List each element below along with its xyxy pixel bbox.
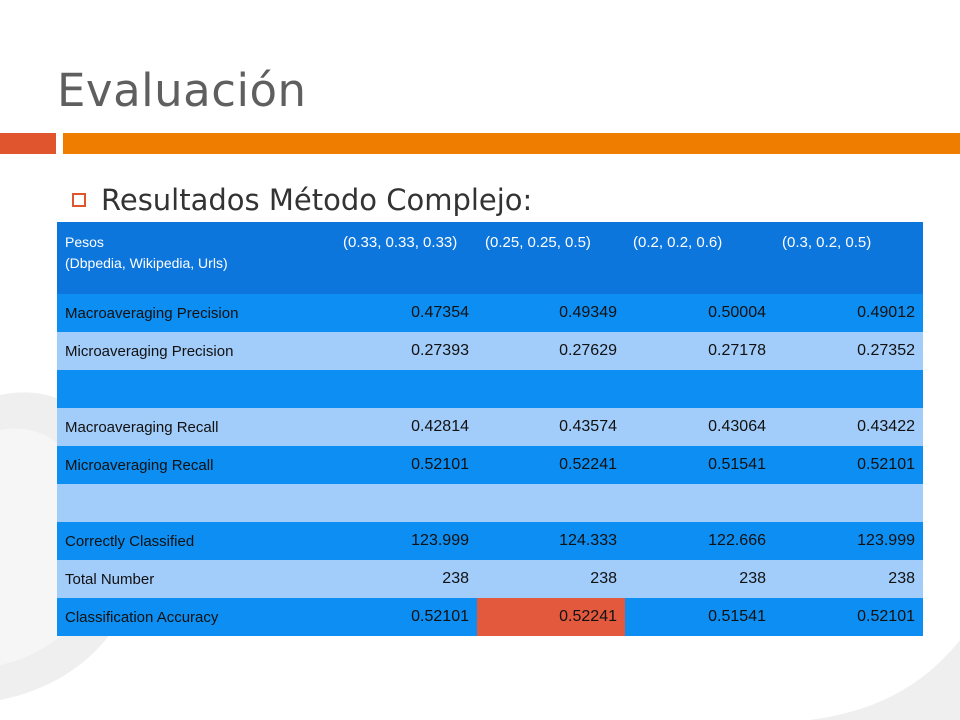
table-row: Microaveraging Precision 0.27393 0.27629…	[57, 332, 923, 370]
table-cell	[335, 484, 477, 522]
table-header-row: Pesos (Dbpedia, Wikipedia, Urls) (0.33, …	[57, 222, 923, 294]
table-cell: 0.49349	[477, 294, 625, 332]
table-cell	[335, 370, 477, 408]
table-cell	[477, 484, 625, 522]
header-weights-title: Pesos	[65, 234, 104, 250]
table-cell: 238	[477, 560, 625, 598]
highlighted-cell: 0.52241	[477, 598, 625, 636]
table-cell: 238	[774, 560, 923, 598]
table-cell: 0.49012	[774, 294, 923, 332]
table-cell	[774, 370, 923, 408]
table-cell	[477, 370, 625, 408]
table-cell: 0.51541	[625, 598, 774, 636]
table-cell: 0.27629	[477, 332, 625, 370]
table-row: Microaveraging Recall 0.52101 0.52241 0.…	[57, 446, 923, 484]
accent-bar-orange	[63, 133, 960, 154]
table-row-empty	[57, 484, 923, 522]
table-cell: 0.52101	[335, 598, 477, 636]
header-weights-sources: (Dbpedia, Wikipedia, Urls)	[65, 255, 228, 271]
table-cell: 238	[625, 560, 774, 598]
header-column: (0.33, 0.33, 0.33)	[335, 222, 477, 294]
table-row: Total Number 238 238 238 238	[57, 560, 923, 598]
table-cell: 0.43574	[477, 408, 625, 446]
bullet-text: Resultados Método Complejo:	[101, 183, 533, 217]
table-cell: 0.43064	[625, 408, 774, 446]
row-label	[57, 484, 335, 522]
table-cell: 0.50004	[625, 294, 774, 332]
bullet-item: Resultados Método Complejo:	[72, 178, 532, 222]
table-cell: 0.47354	[335, 294, 477, 332]
table-cell: 0.27178	[625, 332, 774, 370]
results-table: Pesos (Dbpedia, Wikipedia, Urls) (0.33, …	[57, 222, 923, 636]
row-label	[57, 370, 335, 408]
table-cell	[625, 484, 774, 522]
table-cell: 0.27352	[774, 332, 923, 370]
table-row: Classification Accuracy 0.52101 0.52241 …	[57, 598, 923, 636]
table-row: Correctly Classified 123.999 124.333 122…	[57, 522, 923, 560]
table-row: Macroaveraging Precision 0.47354 0.49349…	[57, 294, 923, 332]
table-cell: 238	[335, 560, 477, 598]
table-cell: 0.27393	[335, 332, 477, 370]
header-column: (0.2, 0.2, 0.6)	[625, 222, 774, 294]
table-cell: 0.52101	[774, 446, 923, 484]
table-row-empty	[57, 370, 923, 408]
table-cell: 123.999	[335, 522, 477, 560]
table-cell: 0.52101	[774, 598, 923, 636]
row-label: Classification Accuracy	[57, 598, 335, 636]
header-column: (0.25, 0.25, 0.5)	[477, 222, 625, 294]
slide-title: Evaluación	[57, 64, 307, 117]
row-label: Macroaveraging Precision	[57, 294, 335, 332]
table-cell: 0.43422	[774, 408, 923, 446]
table-cell	[625, 370, 774, 408]
header-weights-label: Pesos (Dbpedia, Wikipedia, Urls)	[57, 222, 335, 294]
row-label: Correctly Classified	[57, 522, 335, 560]
header-column: (0.3, 0.2, 0.5)	[774, 222, 923, 294]
row-label: Microaveraging Precision	[57, 332, 335, 370]
table-cell: 0.52241	[477, 446, 625, 484]
table-cell: 122.666	[625, 522, 774, 560]
table-row: Macroaveraging Recall 0.42814 0.43574 0.…	[57, 408, 923, 446]
table-cell: 123.999	[774, 522, 923, 560]
row-label: Macroaveraging Recall	[57, 408, 335, 446]
table-cell: 124.333	[477, 522, 625, 560]
row-label: Microaveraging Recall	[57, 446, 335, 484]
table-cell: 0.42814	[335, 408, 477, 446]
table-cell: 0.51541	[625, 446, 774, 484]
row-label: Total Number	[57, 560, 335, 598]
accent-bar-red	[0, 133, 56, 154]
table-cell	[774, 484, 923, 522]
table-cell: 0.52101	[335, 446, 477, 484]
square-bullet-icon	[72, 193, 86, 207]
